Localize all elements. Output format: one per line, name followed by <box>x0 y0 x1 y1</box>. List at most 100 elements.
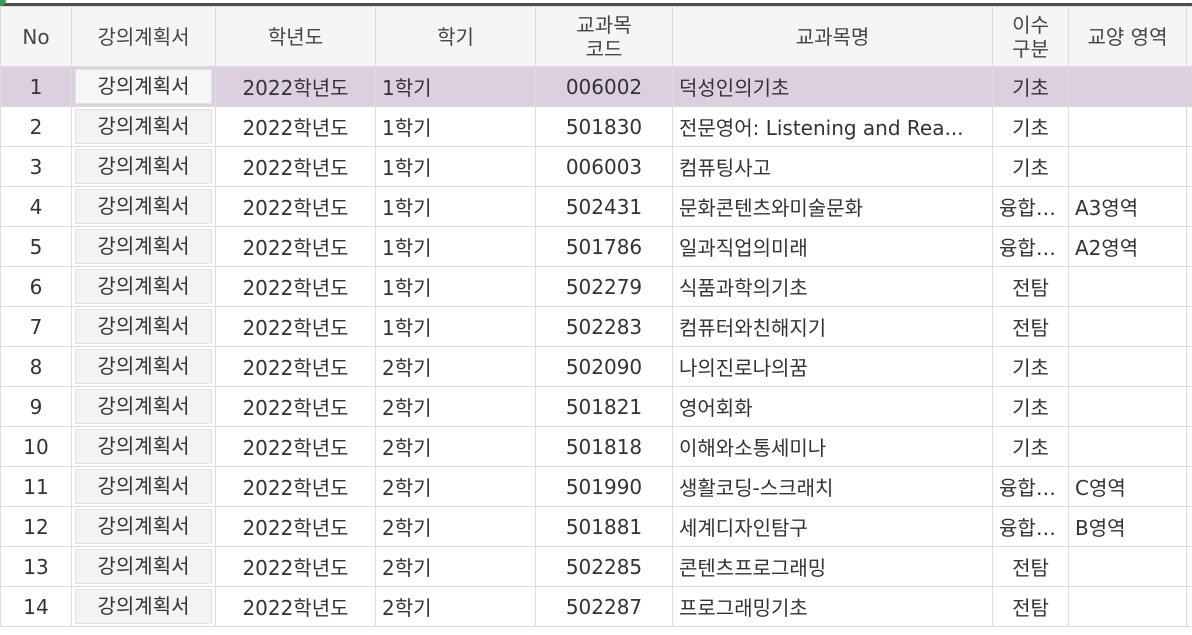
cell-term: 2학기 <box>375 586 536 627</box>
lecture-plan-button[interactable]: 강의계획서 <box>75 189 212 224</box>
cell-filler <box>1186 306 1192 347</box>
cell-liberal-area: C영역 <box>1068 466 1187 507</box>
cell-filler <box>1186 426 1192 467</box>
cell-filler <box>1186 106 1192 147</box>
cell-completion-type: 기초 <box>992 66 1069 107</box>
cell-code: 501786 <box>535 226 673 267</box>
cell-code: 502285 <box>535 546 673 587</box>
cell-completion-type: 기초 <box>992 146 1069 187</box>
cell-year: 2022학년도 <box>215 146 376 187</box>
cell-year: 2022학년도 <box>215 546 376 587</box>
cell-filler <box>1186 346 1192 387</box>
lecture-plan-button[interactable]: 강의계획서 <box>75 549 212 584</box>
col-header-plan[interactable]: 강의계획서 <box>71 6 216 67</box>
lecture-plan-button[interactable]: 강의계획서 <box>75 349 212 384</box>
table-row[interactable]: 5 강의계획서 2022학년도 1학기 501786 일과직업의미래 융합(... A2영역 <box>0 226 1192 267</box>
cell-plan: 강의계획서 <box>71 106 216 147</box>
grid-top-border <box>0 0 1192 6</box>
cell-course-name: 문화콘텐츠와미술문화 <box>672 186 993 227</box>
col-header-no[interactable]: No <box>0 6 72 67</box>
cell-term: 2학기 <box>375 466 536 507</box>
col-header-type[interactable]: 이수 구분 <box>992 6 1069 67</box>
cell-term: 1학기 <box>375 186 536 227</box>
cell-year: 2022학년도 <box>215 226 376 267</box>
cell-filler <box>1186 586 1192 627</box>
cell-no: 2 <box>0 106 72 147</box>
table-row[interactable]: 2 강의계획서 2022학년도 1학기 501830 전문영어: Listening an… <box>0 106 1192 147</box>
cell-year: 2022학년도 <box>215 66 376 107</box>
cell-course-name: 덕성인의기초 <box>672 66 993 107</box>
cell-completion-type: 융합(... <box>992 186 1069 227</box>
cell-no: 10 <box>0 426 72 467</box>
table-row[interactable]: 1 강의계획서 2022학년도 1학기 006002 덕성인의기초 기초 <box>0 66 1192 107</box>
cell-plan: 강의계획서 <box>71 506 216 547</box>
col-header-name[interactable]: 교과목명 <box>672 6 993 67</box>
cell-liberal-area <box>1068 426 1187 467</box>
cell-completion-type: 기초 <box>992 426 1069 467</box>
cell-year: 2022학년도 <box>215 266 376 307</box>
cell-code: 501881 <box>535 506 673 547</box>
cell-term: 2학기 <box>375 506 536 547</box>
cell-plan: 강의계획서 <box>71 226 216 267</box>
cell-no: 11 <box>0 466 72 507</box>
col-header-code[interactable]: 교과목 코드 <box>535 6 673 67</box>
table-row[interactable]: 10 강의계획서 2022학년도 2학기 501818 이해와소통세미나 기초 <box>0 426 1192 467</box>
lecture-plan-button[interactable]: 강의계획서 <box>75 269 212 304</box>
cell-course-name: 컴퓨터와친해지기 <box>672 306 993 347</box>
col-header-area[interactable]: 교양 영역 <box>1068 6 1187 67</box>
cell-filler <box>1186 466 1192 507</box>
cell-liberal-area: A3영역 <box>1068 186 1187 227</box>
table-row[interactable]: 14 강의계획서 2022학년도 2학기 502287 프로그래밍기초 전탐 <box>0 586 1192 627</box>
lecture-plan-button[interactable]: 강의계획서 <box>75 149 212 184</box>
cell-term: 1학기 <box>375 106 536 147</box>
lecture-plan-button[interactable]: 강의계획서 <box>75 109 212 144</box>
lecture-plan-button[interactable]: 강의계획서 <box>75 589 212 624</box>
table-row[interactable]: 7 강의계획서 2022학년도 1학기 502283 컴퓨터와친해지기 전탐 <box>0 306 1192 347</box>
table-row[interactable]: 4 강의계획서 2022학년도 1학기 502431 문화콘텐츠와미술문화 융합(... A3… <box>0 186 1192 227</box>
table-row[interactable]: 13 강의계획서 2022학년도 2학기 502285 콘텐츠프로그래밍 전탐 <box>0 546 1192 587</box>
lecture-plan-button[interactable]: 강의계획서 <box>75 309 212 344</box>
cell-year: 2022학년도 <box>215 586 376 627</box>
cell-term: 1학기 <box>375 306 536 347</box>
cell-code: 501821 <box>535 386 673 427</box>
cell-plan: 강의계획서 <box>71 306 216 347</box>
cell-year: 2022학년도 <box>215 106 376 147</box>
cell-completion-type: 기초 <box>992 346 1069 387</box>
cell-liberal-area <box>1068 106 1187 147</box>
table-row[interactable]: 8 강의계획서 2022학년도 2학기 502090 나의진로나의꿈 기초 <box>0 346 1192 387</box>
cell-liberal-area <box>1068 386 1187 427</box>
table-row[interactable]: 6 강의계획서 2022학년도 1학기 502279 식품과학의기초 전탐 <box>0 266 1192 307</box>
lecture-plan-button[interactable]: 강의계획서 <box>75 429 212 464</box>
table-row[interactable]: 3 강의계획서 2022학년도 1학기 006003 컴퓨팅사고 기초 <box>0 146 1192 187</box>
cell-liberal-area <box>1068 346 1187 387</box>
lecture-plan-button[interactable]: 강의계획서 <box>75 469 212 504</box>
cell-filler <box>1186 266 1192 307</box>
cell-completion-type: 전탐 <box>992 306 1069 347</box>
cell-term: 1학기 <box>375 226 536 267</box>
table-row[interactable]: 11 강의계획서 2022학년도 2학기 501990 생활코딩-스크래치 융합(... C영… <box>0 466 1192 507</box>
cell-course-name: 프로그래밍기초 <box>672 586 993 627</box>
lecture-plan-button[interactable]: 강의계획서 <box>75 389 212 424</box>
cell-code: 501818 <box>535 426 673 467</box>
cell-filler <box>1186 226 1192 267</box>
lecture-plan-button[interactable]: 강의계획서 <box>75 69 212 104</box>
cell-completion-type: 기초 <box>992 106 1069 147</box>
col-header-year[interactable]: 학년도 <box>215 6 376 67</box>
cell-code: 006002 <box>535 66 673 107</box>
cell-no: 6 <box>0 266 72 307</box>
cell-term: 1학기 <box>375 66 536 107</box>
lecture-plan-button[interactable]: 강의계획서 <box>75 229 212 264</box>
cell-plan: 강의계획서 <box>71 426 216 467</box>
lecture-plan-button[interactable]: 강의계획서 <box>75 509 212 544</box>
cell-term: 2학기 <box>375 426 536 467</box>
cell-year: 2022학년도 <box>215 186 376 227</box>
cell-no: 13 <box>0 546 72 587</box>
cell-liberal-area <box>1068 586 1187 627</box>
cell-plan: 강의계획서 <box>71 546 216 587</box>
cell-code: 502279 <box>535 266 673 307</box>
table-row[interactable]: 12 강의계획서 2022학년도 2학기 501881 세계디자인탐구 융합(... B영역 <box>0 506 1192 547</box>
cell-liberal-area <box>1068 66 1187 107</box>
col-header-term[interactable]: 학기 <box>375 6 536 67</box>
cell-code: 501830 <box>535 106 673 147</box>
table-row[interactable]: 9 강의계획서 2022학년도 2학기 501821 영어회화 기초 <box>0 386 1192 427</box>
